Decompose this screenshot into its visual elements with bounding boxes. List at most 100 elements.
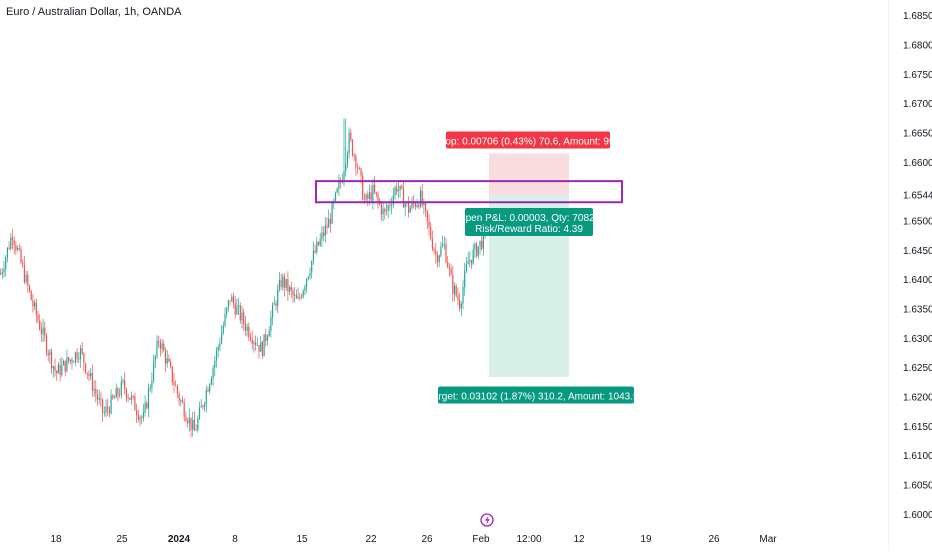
candle-body bbox=[256, 344, 258, 346]
candle-body bbox=[346, 153, 348, 165]
candle-body bbox=[134, 396, 136, 411]
stop-label[interactable]: Stop: 0.00706 (0.43%) 70.6, Amount: 990 bbox=[436, 131, 620, 149]
candle-body bbox=[83, 353, 85, 364]
candle-body bbox=[280, 280, 282, 288]
target-label[interactable]: Target: 0.03102 (1.87%) 310.2, Amount: 1… bbox=[428, 386, 645, 404]
price-tick: 1.68500 bbox=[903, 11, 932, 22]
candle-body bbox=[102, 399, 104, 413]
candle-body bbox=[278, 280, 280, 290]
candle-body bbox=[294, 294, 296, 296]
candle-body bbox=[81, 348, 83, 354]
candle-body bbox=[212, 367, 214, 379]
candle-body bbox=[329, 218, 331, 224]
candle-body bbox=[263, 334, 265, 357]
price-tick: 1.61000 bbox=[903, 451, 932, 462]
candle-body bbox=[358, 168, 360, 169]
candle-body bbox=[438, 255, 440, 263]
candle-body bbox=[127, 397, 129, 399]
candle-body bbox=[273, 303, 275, 305]
candle-body bbox=[285, 278, 287, 288]
candle-body bbox=[289, 287, 291, 292]
candle-body bbox=[309, 272, 311, 277]
candle-body bbox=[27, 274, 29, 286]
candle-body bbox=[125, 389, 127, 398]
candle-body bbox=[219, 343, 221, 347]
candle-body bbox=[421, 190, 423, 206]
candle-body bbox=[401, 185, 403, 189]
candle-body bbox=[418, 204, 420, 207]
candle-body bbox=[185, 417, 187, 421]
candle-body bbox=[224, 314, 226, 326]
candle-body bbox=[375, 192, 377, 195]
candle-body bbox=[158, 340, 160, 343]
candle-body bbox=[153, 361, 155, 381]
candle-body bbox=[0, 273, 2, 275]
time-tick: 8 bbox=[232, 534, 238, 545]
candle-body bbox=[93, 388, 95, 391]
candle-body bbox=[42, 327, 44, 334]
candle-body bbox=[435, 251, 437, 255]
price-tick: 1.62000 bbox=[903, 392, 932, 403]
candle-body bbox=[423, 202, 425, 206]
candle-body bbox=[20, 249, 22, 263]
candle-body bbox=[453, 285, 456, 294]
candle-body bbox=[452, 274, 454, 294]
stop-zone[interactable] bbox=[489, 153, 569, 196]
lightning-icon[interactable] bbox=[480, 513, 494, 527]
candle-body bbox=[351, 139, 354, 156]
candle-body bbox=[112, 395, 114, 398]
candle-body bbox=[110, 395, 112, 414]
candle-body bbox=[217, 346, 219, 351]
price-tick: 1.65000 bbox=[903, 217, 932, 228]
candle-body bbox=[45, 336, 48, 354]
candle-body bbox=[436, 254, 439, 263]
candle-body bbox=[146, 402, 148, 409]
pnl-label[interactable]: Open P&L: 0.00003, Qty: 70821Risk/Reward… bbox=[458, 208, 601, 236]
price-axis[interactable]: 1.68500 1.68000 1.67500 1.67000 1.66500 1.660… bbox=[892, 11, 932, 521]
candle-body bbox=[399, 185, 401, 190]
candle-body bbox=[190, 417, 192, 430]
candle-body bbox=[469, 259, 471, 262]
candle-body bbox=[23, 264, 25, 283]
candle-body bbox=[477, 246, 479, 257]
candle-body bbox=[205, 390, 207, 404]
price-tick: 1.66000 bbox=[903, 158, 932, 169]
candle-body bbox=[324, 225, 326, 236]
candle-body bbox=[100, 398, 102, 400]
resistance-zone-box[interactable] bbox=[315, 180, 623, 204]
candle-body bbox=[462, 287, 464, 304]
pnl-label-text: Risk/Reward Ratio: 4.39 bbox=[475, 224, 583, 235]
candle-body bbox=[117, 388, 119, 396]
candle-body bbox=[336, 188, 338, 193]
candle-body bbox=[1, 272, 3, 274]
time-tick: Feb bbox=[472, 534, 490, 545]
candle-body bbox=[18, 248, 20, 250]
candle-body bbox=[69, 359, 71, 362]
candle-body bbox=[448, 267, 450, 269]
pnl-label-bg bbox=[465, 208, 593, 236]
candle-body bbox=[209, 384, 211, 392]
candle-body bbox=[402, 188, 405, 208]
position-overlays: Stop: 0.00706 (0.43%) 70.6, Amount: 990 O… bbox=[315, 131, 645, 404]
time-tick: 19 bbox=[640, 534, 652, 545]
time-axis[interactable]: 18 25 2024 8 15 22 26 Feb 12:00 12 19 26 Mar bbox=[50, 513, 777, 545]
candle-body bbox=[300, 296, 303, 298]
candle-body bbox=[307, 276, 309, 279]
candle-body bbox=[195, 429, 197, 431]
candle-body bbox=[28, 285, 31, 291]
candle-body bbox=[239, 305, 241, 321]
candle-body bbox=[15, 245, 17, 251]
candle-body bbox=[321, 232, 323, 239]
candle-body bbox=[52, 366, 54, 369]
time-tick: 22 bbox=[365, 534, 377, 545]
target-label-bg bbox=[438, 386, 634, 404]
candle-body bbox=[56, 371, 58, 374]
candle-body bbox=[382, 208, 384, 215]
candle-body bbox=[353, 155, 355, 157]
candle-body bbox=[22, 262, 24, 265]
candle-body bbox=[168, 358, 170, 362]
candle-body bbox=[129, 397, 131, 400]
stop-label-bg bbox=[446, 131, 610, 149]
